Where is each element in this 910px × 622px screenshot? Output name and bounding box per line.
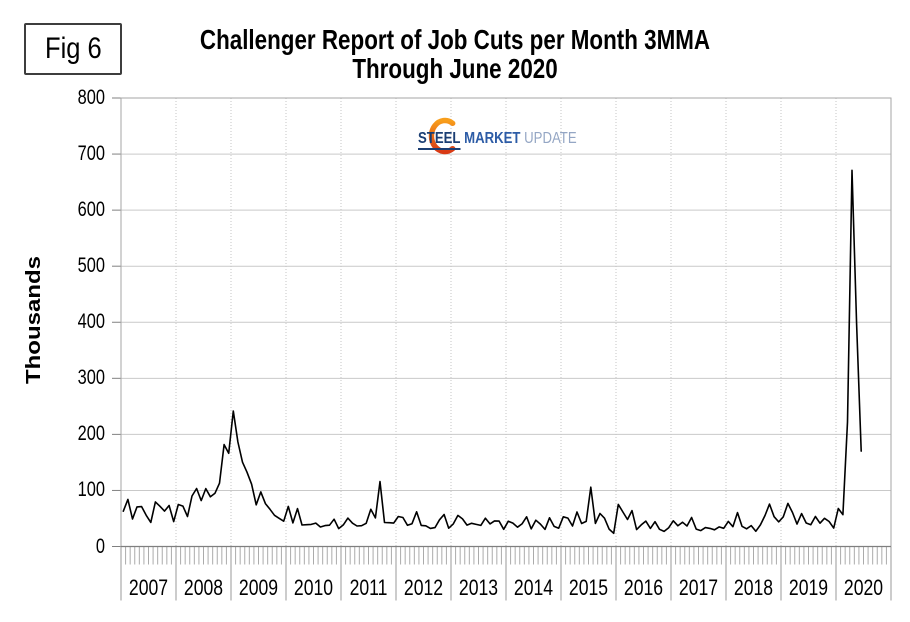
chart-title: Challenger Report of Job Cuts per Month … [0, 25, 910, 83]
x-axis-year-label: 2020 [843, 575, 884, 600]
y-axis-title: Thousands [22, 256, 46, 385]
y-axis-tick-label: 800 [77, 86, 105, 109]
plot-gridlines [121, 98, 891, 547]
y-axis-tick-label: 500 [77, 254, 105, 278]
chart-title-line2: Through June 2020 [352, 53, 558, 84]
logo-word-update: UPDATE [524, 130, 577, 147]
logo-swoosh-icon [428, 117, 456, 155]
figure-number-box: Fig 6 [24, 23, 122, 75]
y-axis-tick-label: 200 [77, 422, 105, 446]
x-axis-year-label: 2015 [568, 575, 609, 600]
x-axis-year-label: 2014 [513, 575, 554, 600]
x-axis-year-label: 2013 [458, 575, 499, 600]
y-axis-tick-label: 600 [77, 198, 105, 222]
x-axis-year-label: 2009 [238, 575, 279, 600]
x-axis-year-label: 2017 [678, 575, 719, 600]
plot-border [120, 97, 892, 548]
logo-wordmark: STEEL MARKET UPDATE [418, 130, 577, 150]
x-axis-year-label: 2010 [293, 575, 334, 600]
logo-word-steel: STEEL [418, 130, 461, 150]
x-axis-year-label: 2008 [183, 575, 224, 600]
x-axis-year-label: 2019 [788, 575, 829, 600]
y-axis-tick-label: 300 [77, 366, 105, 390]
chart-title-line1: Challenger Report of Job Cuts per Month … [199, 24, 711, 55]
axis-tick-marks [112, 97, 892, 601]
y-axis-tick-label: 700 [77, 142, 105, 166]
steel-market-update-logo: STEEL MARKET UPDATE [404, 112, 577, 160]
y-axis-tick-label: 400 [77, 310, 105, 334]
y-axis-tick-label: 100 [77, 478, 105, 502]
x-axis-year-label: 2007 [128, 575, 169, 600]
x-axis-year-label: 2018 [733, 575, 774, 600]
x-axis-year-label: 2011 [349, 575, 388, 600]
x-axis-year-label: 2016 [623, 575, 664, 600]
data-series-line [122, 169, 863, 535]
logo-word-market: MARKET [464, 130, 521, 147]
figure-number-label: Fig 6 [44, 32, 102, 65]
x-axis-year-label: 2012 [403, 575, 444, 600]
y-axis-tick-label: 0 [95, 534, 105, 558]
